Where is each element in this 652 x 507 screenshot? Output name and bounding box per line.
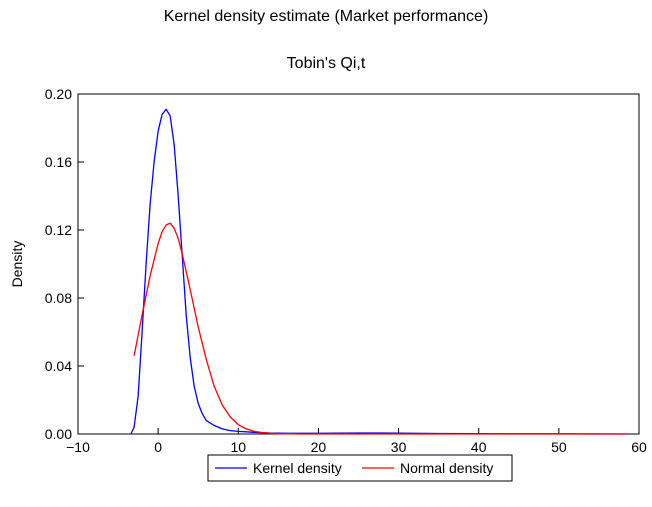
- series-layer: [130, 108, 628, 435]
- x-tick-label: 20: [311, 439, 327, 455]
- x-tick-label: 30: [391, 439, 407, 455]
- x-tick-label: 60: [631, 439, 647, 455]
- y-axis-ticks: 0.00 0.04 0.08 0.12 0.16 0.20: [45, 86, 84, 442]
- y-tick-label: 0.08: [45, 290, 72, 306]
- y-tick-label: 0.20: [45, 86, 72, 102]
- legend-label-kernel-density: Kernel density: [253, 460, 342, 476]
- legend-label-normal-density: Normal density: [400, 460, 493, 476]
- chart-subtitle: Tobin's Qi,t: [286, 55, 366, 72]
- x-tick-label: −10: [66, 439, 90, 455]
- y-axis-label: Density: [9, 241, 25, 288]
- kernel-density-line: [130, 108, 628, 435]
- legend: Kernel density Normal density: [207, 454, 513, 482]
- x-tick-label: 10: [230, 439, 246, 455]
- y-tick-label: 0.16: [45, 154, 72, 170]
- x-tick-label: 40: [471, 439, 487, 455]
- x-tick-label: 0: [154, 439, 162, 455]
- normal-density-line: [133, 222, 627, 435]
- x-axis-ticks: −10 0 10 20 30 40 50 60: [66, 428, 647, 455]
- chart-title: Kernel density estimate (Market performa…: [163, 8, 489, 25]
- plot-area-frame: [77, 93, 640, 435]
- y-tick-label: 0.12: [45, 222, 72, 238]
- y-tick-label: 0.04: [45, 358, 72, 374]
- legend-box: [207, 454, 513, 482]
- y-tick-label: 0.00: [45, 426, 72, 442]
- x-tick-label: 50: [551, 439, 567, 455]
